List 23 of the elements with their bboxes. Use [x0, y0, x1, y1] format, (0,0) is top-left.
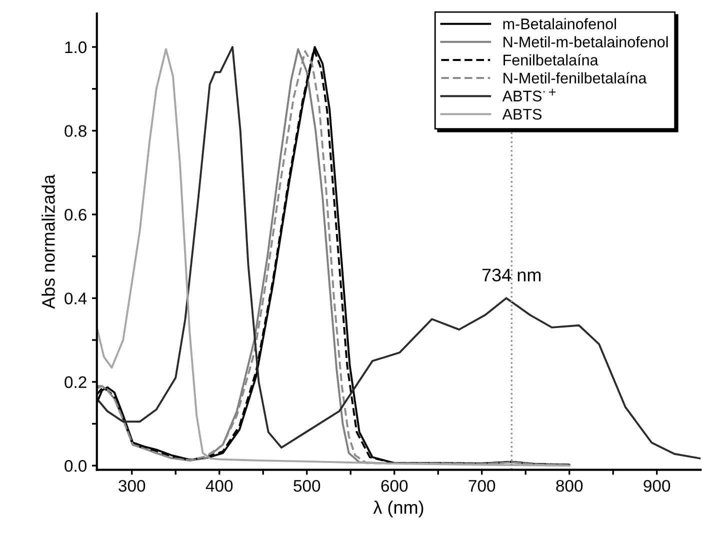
- legend-label: N-Metil-m-betalainofenol: [504, 36, 668, 48]
- legend-label: Fenilbetalaína: [504, 54, 598, 66]
- y-tick-label: 0.4: [64, 292, 87, 304]
- y-tick-label: 0.2: [64, 376, 86, 388]
- x-tick-label: 900: [644, 480, 670, 492]
- x-axis-title: λ (nm): [373, 500, 424, 518]
- line-series: [96, 46, 701, 460]
- ref-line-label: 734 nm: [482, 268, 541, 282]
- legend-label: ABTS$^{·+}$: [502, 88, 556, 102]
- x-tick-label: 800: [556, 480, 583, 492]
- legend-label: m-Betalainofenol: [503, 18, 616, 30]
- x-tick-label: 600: [381, 480, 408, 492]
- x-tick-label: 700: [468, 480, 496, 492]
- y-tick-label: 0.0: [64, 460, 87, 472]
- y-axis-title: Abs normalizada: [42, 174, 55, 309]
- y-tick-label: 1.0: [65, 41, 87, 54]
- legend-label: ABTS: [502, 108, 542, 120]
- x-tick-label: 300: [118, 480, 146, 492]
- y-tick-label: 0.6: [64, 208, 86, 221]
- x-tick-label: 500: [294, 480, 320, 492]
- y-tick-label: 0.8: [64, 125, 86, 137]
- x-tick-label: 400: [206, 480, 233, 492]
- legend-label: N-Metil-fenilbetalaína: [504, 72, 647, 84]
